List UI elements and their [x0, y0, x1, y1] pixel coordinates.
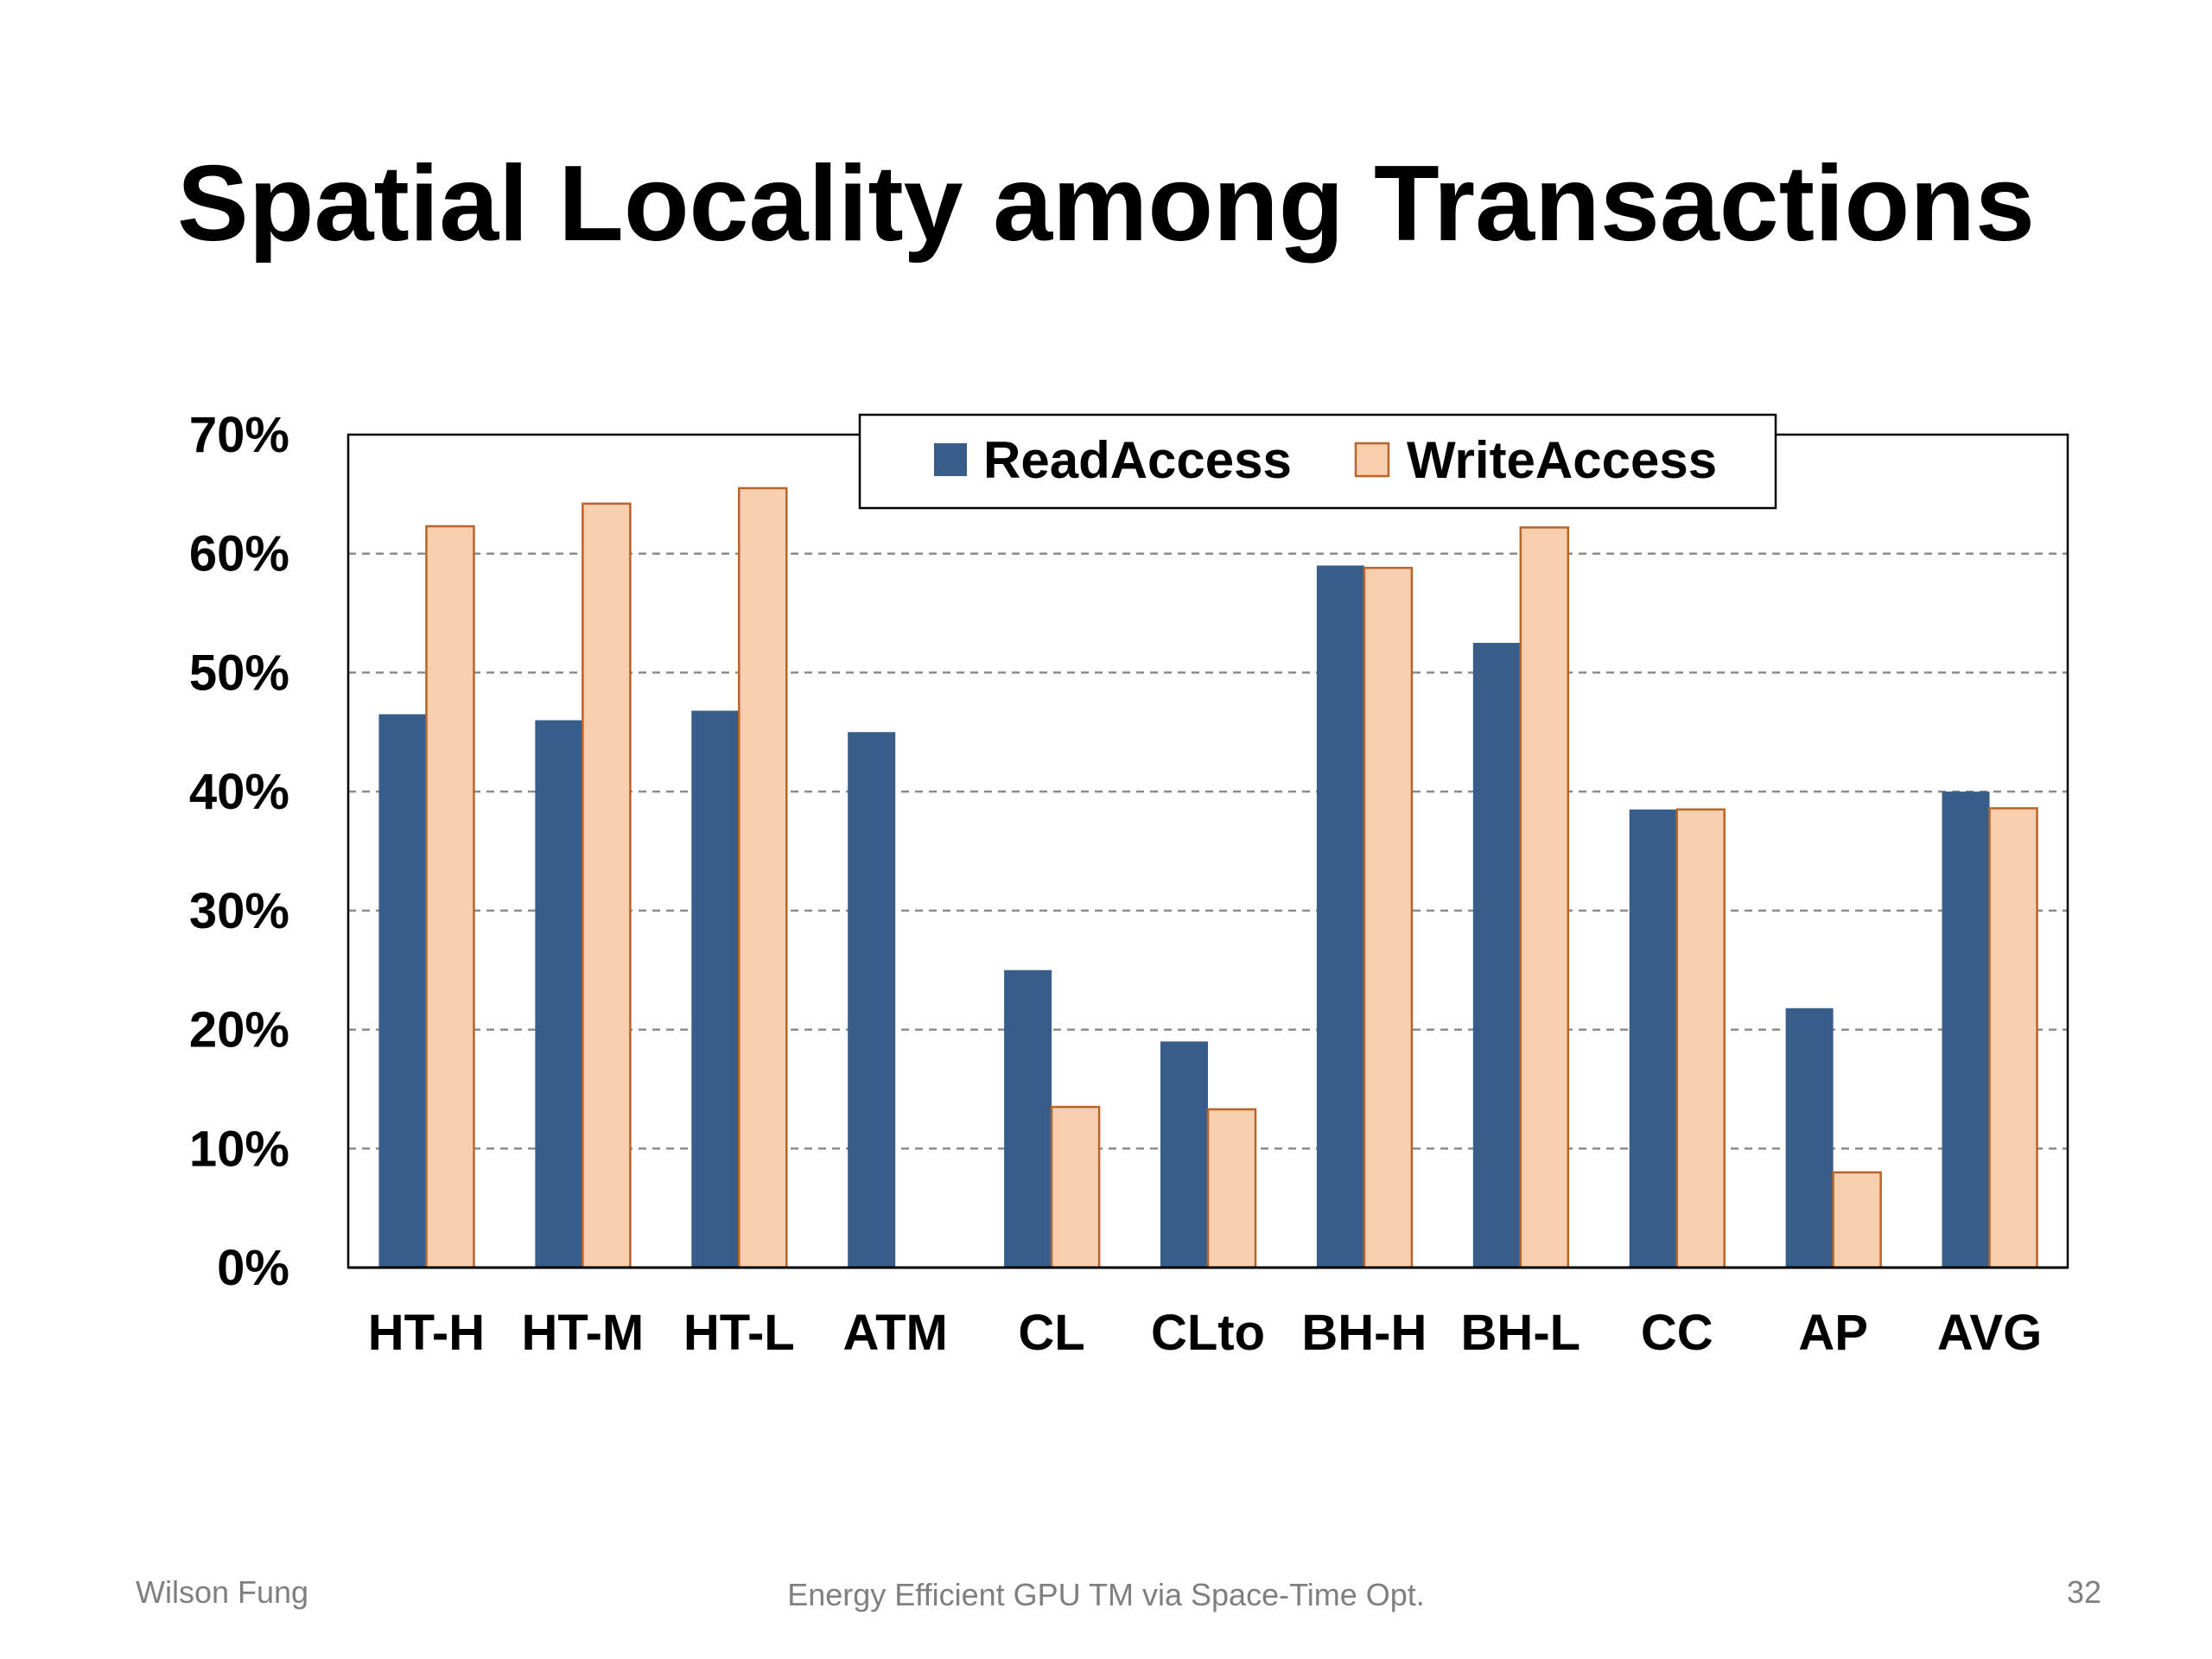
y-tick-label: 30% — [189, 883, 289, 939]
x-tick-label: CC — [1641, 1305, 1713, 1361]
y-tick-label: 0% — [217, 1240, 289, 1296]
y-tick-label: 70% — [189, 407, 289, 463]
bar-writeaccess — [1519, 526, 1570, 1269]
bar-writeaccess — [1050, 1105, 1101, 1269]
legend-label-writeaccess: WriteAccess — [1407, 431, 1717, 489]
bars — [378, 486, 2038, 1269]
x-tick-label: CL — [1018, 1305, 1084, 1361]
bar-writeaccess — [1206, 1108, 1257, 1269]
x-tick-labels: HT-H HT-M HT-L ATM CL CLto BH-H BH-L CC AP AVG — [368, 1305, 2042, 1361]
x-tick-label: AVG — [1937, 1305, 2042, 1361]
bar-readaccess — [1316, 565, 1364, 1268]
bar-readaccess — [1629, 809, 1677, 1268]
x-tick-label: HT-L — [683, 1305, 795, 1361]
y-tick-label: 20% — [189, 1002, 289, 1058]
y-tick-labels: 0% 10% 20% 30% 40% 50% 60% 70% — [189, 407, 289, 1296]
bar-readaccess — [848, 732, 896, 1268]
legend-swatch-readaccess — [934, 443, 967, 476]
bar-writeaccess — [1832, 1171, 1882, 1269]
bar-writeaccess — [1363, 566, 1414, 1269]
page-number: 32 — [2066, 1574, 2101, 1610]
bar-readaccess — [1004, 969, 1052, 1268]
bar-readaccess — [378, 714, 427, 1268]
legend-label-readaccess: ReadAccess — [983, 431, 1292, 489]
y-tick-label: 50% — [189, 645, 289, 701]
y-tick-label: 60% — [189, 526, 289, 582]
x-tick-label: ATM — [843, 1305, 948, 1361]
legend-box — [858, 413, 1777, 510]
x-tick-label: BH-H — [1301, 1305, 1427, 1361]
slide-title: Spatial Locality among Transactions — [177, 144, 2035, 264]
bar-readaccess — [691, 710, 740, 1268]
bar-readaccess — [1785, 1007, 1834, 1268]
legend-swatch-writeaccess — [1354, 442, 1390, 478]
footer-author: Wilson Fung — [136, 1574, 309, 1610]
x-tick-label: CLto — [1151, 1305, 1265, 1361]
y-tick-label: 40% — [189, 764, 289, 820]
x-tick-label: AP — [1798, 1305, 1868, 1361]
x-tick-label: BH-L — [1461, 1305, 1581, 1361]
legend: ReadAccess WriteAccess — [858, 413, 1777, 510]
bar-readaccess — [1160, 1041, 1208, 1268]
bar-readaccess — [1472, 643, 1521, 1268]
bar-writeaccess — [1988, 807, 2038, 1269]
bar-writeaccess — [582, 502, 632, 1269]
footer-talk-title: Energy Efficient GPU TM via Space-Time O… — [787, 1577, 1425, 1612]
bar-writeaccess — [425, 524, 475, 1269]
bar-writeaccess — [738, 486, 788, 1269]
x-tick-label: HT-M — [521, 1305, 644, 1361]
bar-readaccess — [535, 720, 583, 1268]
x-tick-label: HT-H — [368, 1305, 485, 1361]
bar-readaccess — [1942, 791, 1990, 1268]
bar-writeaccess — [1675, 808, 1726, 1269]
y-tick-label: 10% — [189, 1121, 289, 1177]
